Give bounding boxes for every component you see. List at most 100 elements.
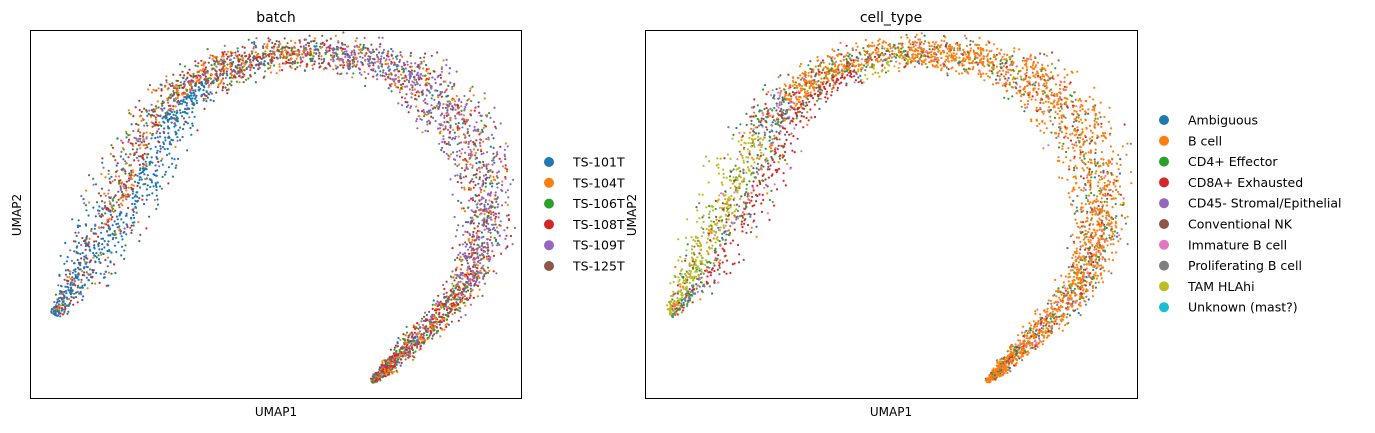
scatter-point (499, 122, 502, 125)
scatter-point (76, 226, 79, 229)
scatter-point (463, 210, 467, 213)
scatter-point (468, 134, 471, 137)
scatter-point (463, 120, 466, 123)
scatter-point (355, 63, 359, 66)
scatter-point (249, 59, 252, 62)
scatter-point (476, 255, 479, 258)
scatter-point (221, 77, 225, 80)
scatter-point (129, 113, 132, 116)
scatter-point (509, 234, 513, 238)
scatter-point (203, 78, 206, 81)
scatter-point (138, 197, 141, 200)
scatter-point (817, 97, 820, 100)
scatter-point (399, 54, 402, 57)
scatter-point (84, 262, 88, 266)
scatter-point (762, 153, 765, 156)
scatter-point (406, 63, 409, 66)
scatter-point (414, 327, 417, 330)
scatter-point (454, 308, 457, 311)
scatter-point (423, 332, 426, 335)
scatter-point (451, 105, 454, 108)
scatter-point (100, 172, 103, 176)
scatter-point (472, 148, 476, 151)
scatter-point (432, 299, 435, 302)
scatter-point (439, 315, 442, 318)
scatter-point (453, 273, 457, 276)
scatter-point (75, 296, 78, 299)
scatter-point (471, 288, 474, 291)
scatter-point (460, 152, 463, 155)
scatter-point (203, 107, 206, 110)
scatter-point (304, 52, 307, 56)
scatter-point (296, 66, 299, 69)
scatter-point (207, 61, 210, 64)
scatter-point (1116, 190, 1120, 193)
scatter-point (125, 212, 128, 215)
scatter-point (403, 339, 407, 342)
scatter-point (172, 108, 175, 111)
scatter-point (254, 81, 257, 84)
scatter-point (112, 196, 116, 199)
scatter-point (476, 284, 479, 287)
scatter-point (442, 59, 445, 62)
scatter-point (1018, 91, 1022, 94)
cell-type-points (665, 32, 1133, 384)
scatter-point (808, 100, 811, 103)
scatter-point (805, 101, 808, 104)
scatter-point (130, 224, 133, 227)
scatter-point (337, 56, 340, 59)
scatter-point (473, 109, 476, 112)
scatter-point (127, 193, 130, 196)
scatter-point (156, 157, 159, 160)
scatter-point (447, 142, 450, 145)
scatter-point (1089, 151, 1093, 154)
scatter-point (381, 71, 385, 74)
scatter-point (200, 64, 203, 67)
scatter-point (255, 37, 258, 40)
scatter-point (447, 157, 450, 160)
scatter-point (445, 64, 448, 67)
scatter-point (407, 70, 410, 73)
scatter-point (368, 64, 371, 67)
scatter-point (990, 70, 993, 73)
scatter-point (260, 62, 263, 65)
scatter-point (93, 247, 96, 250)
scatter-point (469, 139, 472, 142)
scatter-point (147, 88, 150, 91)
scatter-point (168, 112, 172, 115)
scatter-point (138, 169, 142, 172)
scatter-point (509, 183, 512, 186)
scatter-point (99, 194, 102, 197)
scatter-point (113, 220, 116, 223)
scatter-point (139, 176, 142, 179)
scatter-point (206, 48, 209, 51)
scatter-point (451, 87, 454, 91)
scatter-point (301, 53, 304, 56)
scatter-point (229, 58, 232, 61)
scatter-point (884, 71, 888, 74)
scatter-point (370, 43, 373, 46)
scatter-point (168, 107, 171, 111)
scatter-point (62, 300, 65, 303)
scatter-point (146, 194, 149, 197)
scatter-point (484, 182, 487, 185)
scatter-point (955, 52, 958, 55)
scatter-point (470, 109, 473, 112)
scatter-point (94, 183, 98, 186)
scatter-point (456, 164, 459, 168)
scatter-point (372, 75, 375, 78)
scatter-point (437, 94, 440, 97)
scatter-point (465, 163, 468, 166)
scatter-point (141, 198, 144, 201)
scatter-point (225, 72, 228, 75)
scatter-point (496, 171, 499, 174)
scatter-point (145, 131, 148, 134)
scatter-point (314, 37, 317, 40)
scatter-point (364, 77, 367, 80)
scatter-point (492, 254, 496, 257)
scatter-point (130, 216, 133, 219)
scatter-point (155, 89, 158, 92)
scatter-point (289, 61, 292, 64)
scatter-point (415, 120, 418, 123)
